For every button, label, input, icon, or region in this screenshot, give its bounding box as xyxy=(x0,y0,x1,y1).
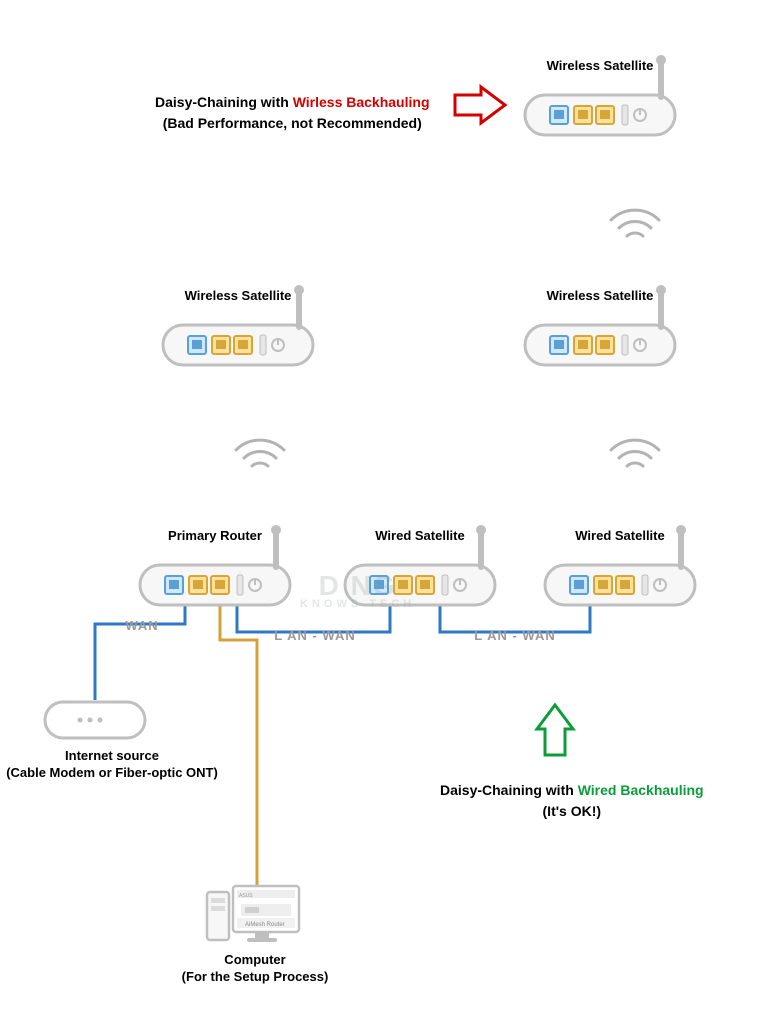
wifi-icon xyxy=(236,440,284,466)
computer-device: ASUS AiMesh Router xyxy=(207,886,299,942)
caption-bottom-em: Wired Backhauling xyxy=(578,782,704,798)
caption-top-em: Wirless Backhauling xyxy=(293,94,430,110)
svg-text:AiMesh Router: AiMesh Router xyxy=(245,922,285,928)
label-computer-line2: (For the Setup Process) xyxy=(182,969,329,986)
cable-wan-to-modem xyxy=(95,595,185,700)
red-arrow-icon xyxy=(455,87,505,123)
wifi-icon xyxy=(611,440,659,466)
svg-text:ASUS: ASUS xyxy=(239,893,253,899)
port-label-lanwan-2: L AN - WAN xyxy=(474,628,556,643)
cable-lan-to-computer xyxy=(220,595,257,900)
label-wired-1: Wired Satellite xyxy=(375,528,464,545)
diagram-canvas: ASUS AiMesh Router xyxy=(0,0,768,1024)
label-wireless-sat-2: Wireless Satellite xyxy=(185,288,292,305)
wifi-icon xyxy=(611,210,659,236)
label-computer-line1: Computer xyxy=(182,952,329,969)
green-arrow-icon xyxy=(537,705,573,755)
label-computer: Computer (For the Setup Process) xyxy=(182,952,329,986)
label-modem-line2: (Cable Modem or Fiber-optic ONT) xyxy=(6,765,218,782)
caption-top: Daisy-Chaining with Wirless Backhauling … xyxy=(155,92,430,134)
label-wireless-sat-1: Wireless Satellite xyxy=(547,58,654,75)
label-modem-line1: Internet source xyxy=(6,748,218,765)
port-label-wan: WAN xyxy=(125,618,158,633)
caption-top-line2: (Bad Performance, not Recommended) xyxy=(163,115,422,131)
caption-top-pre: Daisy-Chaining with xyxy=(155,94,293,110)
modem-device xyxy=(45,702,145,738)
label-modem: Internet source (Cable Modem or Fiber-op… xyxy=(6,748,218,782)
caption-bottom-pre: Daisy-Chaining with xyxy=(440,782,578,798)
caption-bottom: Daisy-Chaining with Wired Backhauling (I… xyxy=(440,780,704,822)
label-wired-2: Wired Satellite xyxy=(575,528,664,545)
label-primary: Primary Router xyxy=(168,528,262,545)
label-wireless-sat-3: Wireless Satellite xyxy=(547,288,654,305)
caption-bottom-line2: (It's OK!) xyxy=(543,803,602,819)
port-label-lanwan-1: L AN - WAN xyxy=(274,628,356,643)
